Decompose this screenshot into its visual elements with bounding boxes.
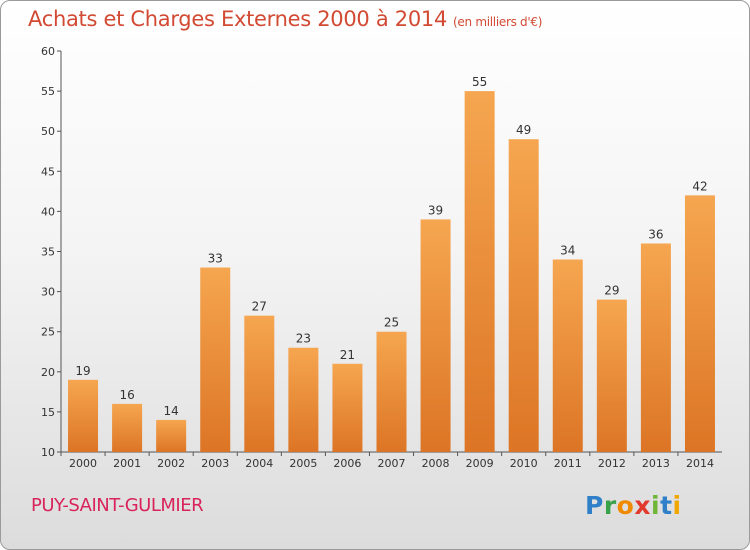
y-tick-label: 50 — [41, 125, 55, 138]
bar-2006 — [332, 363, 363, 452]
y-tick-label: 45 — [41, 165, 55, 178]
x-tick-label-2005: 2005 — [289, 457, 317, 470]
x-tick-label-2007: 2007 — [378, 457, 406, 470]
y-tick-label: 40 — [41, 205, 55, 218]
value-label-2014: 42 — [692, 179, 707, 193]
bar-2014 — [684, 195, 715, 453]
commune-name: PUY-SAINT-GULMIER — [31, 495, 204, 516]
x-tick-label-2014: 2014 — [686, 457, 714, 470]
bar-2004 — [244, 315, 275, 452]
value-label-2006: 21 — [340, 348, 355, 362]
value-label-2008: 39 — [428, 203, 443, 217]
value-label-2012: 29 — [604, 284, 619, 298]
x-tick-label-2013: 2013 — [642, 457, 670, 470]
y-tick-label: 25 — [41, 326, 55, 339]
bar-2011 — [552, 259, 583, 452]
x-tick-label-2012: 2012 — [598, 457, 626, 470]
x-tick-label-2000: 2000 — [69, 457, 97, 470]
bar-2001 — [112, 403, 143, 452]
x-tick-label-2003: 2003 — [201, 457, 229, 470]
y-tick-label: 55 — [41, 85, 55, 98]
bar-2003 — [200, 267, 231, 452]
x-tick-label-2002: 2002 — [157, 457, 185, 470]
bars: 19 16 14 33 27 23 21 25 39 55 49 34 29 36 42 — [68, 75, 715, 453]
bar-2010 — [508, 139, 539, 452]
bar-2000 — [68, 379, 99, 452]
value-label-2003: 33 — [208, 252, 223, 266]
value-label-2005: 23 — [296, 332, 311, 346]
bar-2007 — [376, 331, 407, 452]
value-label-2007: 25 — [384, 316, 399, 330]
x-tick-label-2010: 2010 — [510, 457, 538, 470]
x-tick-label-2008: 2008 — [422, 457, 450, 470]
x-tick-label-2004: 2004 — [245, 457, 273, 470]
value-label-2004: 27 — [252, 300, 267, 314]
y-tick-label: 10 — [41, 446, 55, 459]
bar-2013 — [640, 243, 671, 452]
value-label-2010: 49 — [516, 123, 531, 137]
y-tick-label: 15 — [41, 406, 55, 419]
proxiti-logo: Proxiti — [585, 491, 682, 520]
y-tick-label: 60 — [41, 45, 55, 58]
y-tick-label: 35 — [41, 246, 55, 259]
value-label-2013: 36 — [648, 227, 663, 241]
bar-2002 — [156, 419, 187, 452]
value-label-2000: 19 — [75, 364, 90, 378]
value-label-2002: 14 — [164, 404, 179, 418]
chart-title: Achats et Charges Externes 2000 à 2014 (e… — [28, 7, 543, 31]
bar-2009 — [464, 91, 495, 452]
x-tick-label-2006: 2006 — [333, 457, 361, 470]
x-axis-labels: 2000 2001 2002 2003 2004 2005 2006 2007 2008 2009… — [60, 452, 714, 470]
chart-unit: (en milliers d'€) — [453, 15, 543, 29]
x-tick-label-2009: 2009 — [466, 457, 494, 470]
y-tick-label: 20 — [41, 366, 55, 379]
x-tick-label-2001: 2001 — [113, 457, 141, 470]
y-axis-ticks: 10 15 20 25 30 35 40 45 50 55 60 — [41, 45, 61, 459]
bar-2005 — [288, 347, 319, 452]
y-tick-label: 30 — [41, 286, 55, 299]
bar-2012 — [596, 299, 627, 452]
value-label-2009: 55 — [472, 75, 487, 89]
value-label-2001: 16 — [119, 388, 134, 402]
value-label-2011: 34 — [560, 244, 575, 258]
x-tick-label-2011: 2011 — [554, 457, 582, 470]
bar-2008 — [420, 219, 451, 452]
